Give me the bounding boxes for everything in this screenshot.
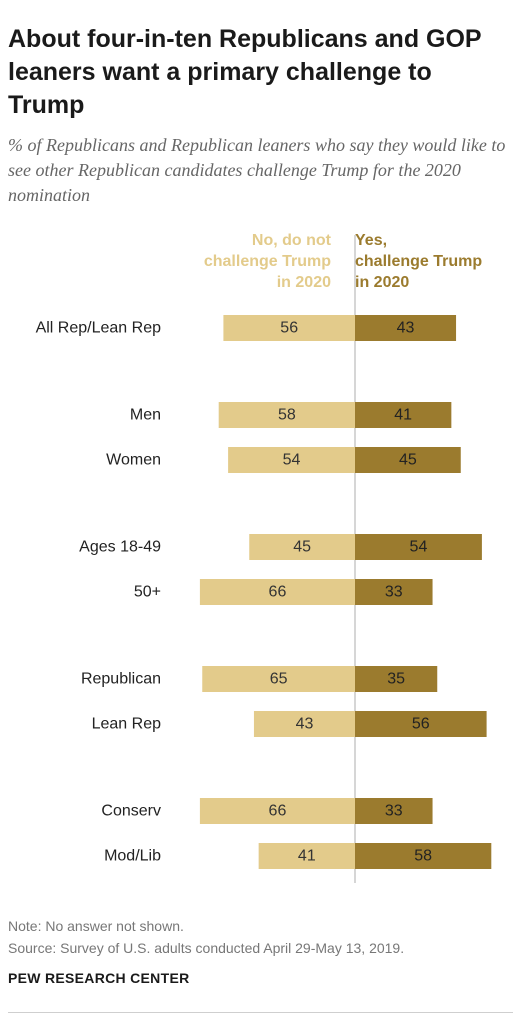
category-label: 50+ <box>134 584 161 601</box>
bar-no <box>199 579 355 605</box>
category-label: Republican <box>81 671 161 688</box>
bar-yes <box>355 315 457 341</box>
bottom-divider <box>8 1012 513 1013</box>
bar-yes <box>355 711 487 737</box>
bar-yes <box>355 534 482 560</box>
value-label-no: 58 <box>278 407 296 424</box>
category-label: Lean Rep <box>92 716 161 733</box>
brand-logo-text: PEW RESEARCH CENTER <box>8 970 190 986</box>
bar-no <box>202 666 355 692</box>
bar-yes <box>355 447 461 473</box>
bar-yes <box>355 798 433 824</box>
value-label-yes: 56 <box>412 716 430 733</box>
bar-yes <box>355 579 433 605</box>
bar-no <box>253 711 355 737</box>
category-label: All Rep/Lean Rep <box>36 320 162 337</box>
chart-subtitle: % of Republicans and Republican leaners … <box>8 135 506 205</box>
legend-yes-line: in 2020 <box>355 274 409 291</box>
bar-no <box>199 798 355 824</box>
legend-no-line: in 2020 <box>277 274 331 291</box>
source-text: Source: Survey of U.S. adults conducted … <box>8 940 405 956</box>
category-label: Men <box>130 407 161 424</box>
category-label: Ages 18-49 <box>79 539 161 556</box>
value-label-no: 66 <box>269 584 287 601</box>
value-label-no: 41 <box>298 848 316 865</box>
bar-no <box>258 843 355 869</box>
value-label-yes: 58 <box>414 848 432 865</box>
value-label-yes: 43 <box>397 320 415 337</box>
value-label-yes: 41 <box>394 407 412 424</box>
value-label-no: 54 <box>283 452 301 469</box>
legend-no-line: No, do not <box>252 232 332 249</box>
bar-yes <box>355 666 438 692</box>
value-label-yes: 33 <box>385 584 403 601</box>
legend-no-line: challenge Trump <box>204 253 331 270</box>
category-label: Mod/Lib <box>104 848 161 865</box>
bar-yes <box>355 843 492 869</box>
category-label: Conserv <box>101 803 161 820</box>
diverging-bar-chart: No, do not challenge Trump in 2020 Yes, chal… <box>36 232 492 883</box>
value-label-yes: 33 <box>385 803 403 820</box>
chart-title: About four-in-ten Republicans and GOP le… <box>8 25 482 119</box>
value-label-yes: 35 <box>387 671 405 688</box>
note-text: Note: No answer not shown. <box>8 918 184 934</box>
footnotes: Note: No answer not shown. Source: Surve… <box>8 915 513 959</box>
bar-no <box>218 402 355 428</box>
legend-yes-line: Yes, <box>355 232 387 249</box>
legend-yes-line: challenge Trump <box>355 253 482 270</box>
value-label-no: 66 <box>269 803 287 820</box>
value-label-yes: 54 <box>410 539 428 556</box>
value-label-no: 65 <box>270 671 288 688</box>
value-label-no: 45 <box>293 539 311 556</box>
value-label-no: 56 <box>280 320 298 337</box>
category-label: Women <box>106 452 161 469</box>
bar-no <box>223 315 355 341</box>
value-label-yes: 45 <box>399 452 417 469</box>
bar-no <box>249 534 355 560</box>
value-label-no: 43 <box>296 716 314 733</box>
bar-yes <box>355 402 452 428</box>
bar-no <box>228 447 355 473</box>
